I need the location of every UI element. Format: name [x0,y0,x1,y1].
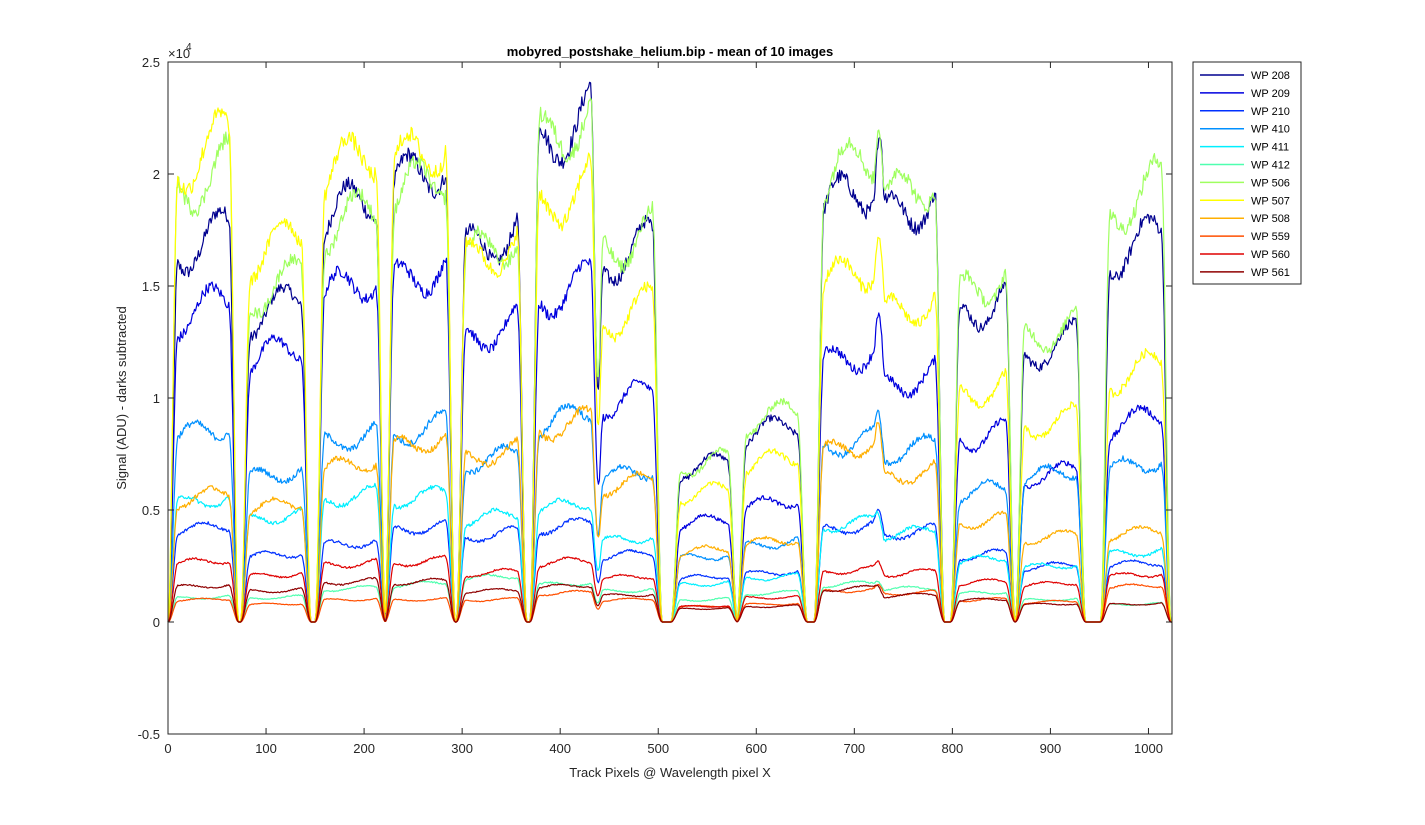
x-tick-label: 300 [451,741,473,756]
legend-entry: WP 506 [1200,177,1290,189]
legend-entry: WP 508 [1200,213,1290,225]
legend-label: WP 208 [1251,70,1290,82]
legend-label: WP 412 [1251,160,1290,172]
chart-title: mobyred_postshake_helium.bip - mean of 1… [507,44,834,59]
y-axis-label: Signal (ADU) - darks subtracted [114,306,129,490]
legend-label: WP 559 [1251,231,1290,243]
x-axis-label: Track Pixels @ Wavelength pixel X [569,765,771,780]
legend-entry: WP 411 [1200,142,1289,154]
y-tick-label: 0 [153,615,160,630]
y-tick-label: 0.5 [142,503,160,518]
legend-entry: WP 412 [1200,160,1290,172]
y-axis: -0.5 0 0.5 1 1.5 2 2.5 [138,55,1172,742]
x-tick-label: 500 [647,741,669,756]
legend-label: WP 209 [1251,88,1290,100]
y-tick-label: 2 [153,167,160,182]
x-tick-label: 1000 [1134,741,1163,756]
legend-label: WP 561 [1251,267,1290,279]
legend-entry: WP 561 [1200,267,1290,279]
x-tick-label: 0 [164,741,171,756]
x-tick-label: 400 [549,741,571,756]
legend-label: WP 210 [1251,106,1290,118]
legend-label: WP 410 [1251,124,1290,136]
legend-entry: WP 210 [1200,106,1290,118]
y-tick-label: 1.5 [142,279,160,294]
legend-entry: WP 208 [1200,70,1290,82]
legend-label: WP 560 [1251,249,1290,261]
legend-entry: WP 560 [1200,249,1290,261]
legend-entry: WP 559 [1200,231,1290,243]
x-tick-label: 100 [255,741,277,756]
legend-box [1192,61,1302,285]
x-tick-label: 600 [745,741,767,756]
y-exponent-base: ×10 [168,46,190,61]
x-tick-label: 800 [942,741,964,756]
y-tick-label: 1 [153,391,160,406]
y-exponent-label: ×10 4 [168,42,192,61]
legend-label: WP 411 [1251,142,1289,154]
legend-entry: WP 507 [1200,195,1290,207]
x-tick-label: 700 [843,741,865,756]
series-lines [167,81,1172,623]
legend-entry: WP 209 [1200,88,1290,100]
y-exponent-power: 4 [186,42,192,53]
legend-label: WP 508 [1251,213,1290,225]
legend-label: WP 507 [1251,195,1290,207]
legend-entry: WP 410 [1200,124,1290,136]
x-tick-label: 200 [353,741,375,756]
y-tick-label: 2.5 [142,55,160,70]
legend: WP 208 WP 209 WP 210 WP 410 WP 411 WP 412 WP 5… [1192,61,1302,285]
y-tick-label: -0.5 [138,727,160,742]
x-tick-label: 900 [1040,741,1062,756]
series-line-wp-561 [167,576,1172,623]
legend-label: WP 506 [1251,177,1290,189]
x-axis: 0 100 200 300 400 500 600 700 800 900 1000 [164,62,1163,756]
